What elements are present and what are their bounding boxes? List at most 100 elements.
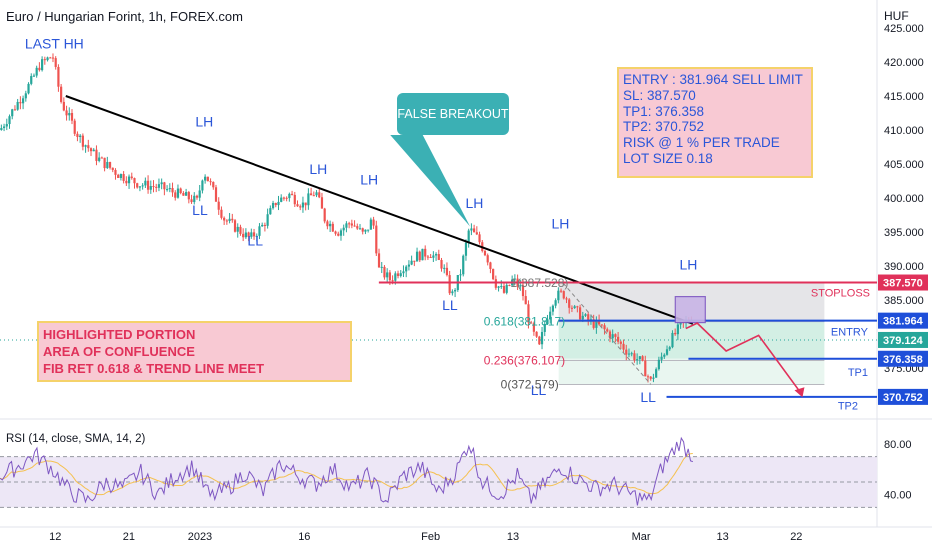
candle-body [337, 233, 340, 236]
candle-body [396, 273, 400, 277]
trade-line-entry: ENTRY : 381.964 SELL LIMIT [623, 72, 803, 87]
structure-label: LH [360, 171, 378, 187]
price-tag [878, 274, 928, 291]
candle-body [617, 336, 620, 342]
candle-body [657, 359, 660, 370]
candle-body [584, 314, 587, 316]
candle-body [540, 331, 544, 345]
candle-body [489, 262, 492, 269]
candle-body [62, 101, 65, 111]
candle-body [307, 193, 310, 206]
candle-body [608, 331, 612, 339]
rsi-sma-line [0, 453, 693, 496]
x-tick-label: 13 [507, 531, 519, 543]
candle-body [301, 202, 305, 208]
candle-body [557, 290, 560, 301]
structure-label: LAST HH [25, 35, 84, 51]
candle-body [606, 329, 609, 332]
candle-body [500, 286, 503, 288]
candle-body [527, 304, 530, 323]
x-tick-label: 16 [298, 531, 310, 543]
candle-body [372, 219, 375, 226]
candle-body [492, 268, 495, 280]
candle-body [79, 135, 82, 137]
rsi-line [0, 436, 693, 506]
price-tag-label: 376.358 [883, 354, 923, 366]
candle-body [57, 66, 60, 87]
candle-body [391, 280, 394, 282]
candle-body [323, 208, 326, 222]
candle-body [11, 109, 14, 117]
candle-body [8, 116, 11, 125]
candle-body [225, 220, 228, 222]
candle-body [35, 67, 38, 76]
candle-body [424, 248, 427, 257]
structure-label: LL [640, 389, 656, 405]
zone-label: STOPLOSS [811, 288, 870, 300]
candle-body [445, 267, 449, 276]
candle-body [638, 356, 641, 360]
candle-body [505, 284, 508, 293]
candle-body [179, 188, 182, 194]
candle-body [426, 256, 430, 258]
candle-body [570, 307, 574, 309]
candle-body [440, 259, 443, 269]
candle-body [171, 188, 174, 193]
candle-body [407, 264, 411, 267]
candle-body [679, 321, 682, 325]
candle-body [630, 353, 633, 355]
candle-body [674, 332, 677, 335]
candle-body [244, 232, 247, 238]
zone-label: TP1 [848, 367, 868, 379]
rsi-label: RSI (14, close, SMA, 14, 2) [6, 433, 146, 445]
candle-body [508, 284, 511, 286]
trade-line-lot: LOT SIZE 0.18 [623, 150, 713, 166]
candle-body [187, 192, 190, 200]
trade-line-risk: RISK @ 1 % PER TRADE [623, 135, 780, 151]
candle-body [125, 180, 128, 184]
candle-body [597, 320, 601, 325]
candle-body [141, 185, 144, 187]
candle-body [627, 353, 631, 355]
candle-body [475, 232, 478, 235]
y-tick-label: 385.000 [884, 295, 924, 307]
candle-body [356, 226, 359, 229]
candle-body [217, 201, 220, 210]
currency-label: HUF [884, 9, 909, 23]
candle-body [320, 197, 324, 209]
candle-body [255, 235, 258, 237]
candle-body [676, 324, 679, 335]
fib-label: 1(387.528) [510, 276, 568, 290]
trade-line-tp1: TP1: 376.358 [623, 103, 705, 119]
candle-body [206, 176, 209, 182]
candle-body [89, 148, 93, 152]
candle-body [614, 334, 617, 337]
candle-body [24, 93, 27, 99]
candle-body [236, 226, 239, 232]
candle-body [223, 217, 226, 221]
structure-label: LL [247, 233, 263, 249]
candle-body [519, 285, 522, 287]
candle-body [502, 286, 506, 293]
candle-body [103, 157, 106, 169]
candle-body [274, 202, 277, 206]
x-tick-label: Feb [421, 531, 440, 543]
candle-body [470, 228, 473, 231]
candle-body [402, 271, 405, 274]
candle-body [369, 219, 372, 230]
candle-body [149, 186, 152, 190]
candle-body [190, 199, 193, 203]
candle-body [437, 254, 440, 260]
entry-marker [674, 296, 706, 324]
candle-body [46, 57, 49, 61]
candle-body [81, 135, 84, 147]
candle-body [410, 260, 413, 265]
candle-body [600, 324, 603, 326]
candle-body [625, 349, 628, 355]
candle-body [242, 233, 245, 238]
candle-body [331, 223, 334, 232]
fib-label: 0.618(381.817) [484, 315, 565, 329]
candle-body [27, 83, 30, 94]
confluence-box: HIGHLIGHTED PORTION AREA OF CONFLUENCE F… [37, 321, 352, 382]
